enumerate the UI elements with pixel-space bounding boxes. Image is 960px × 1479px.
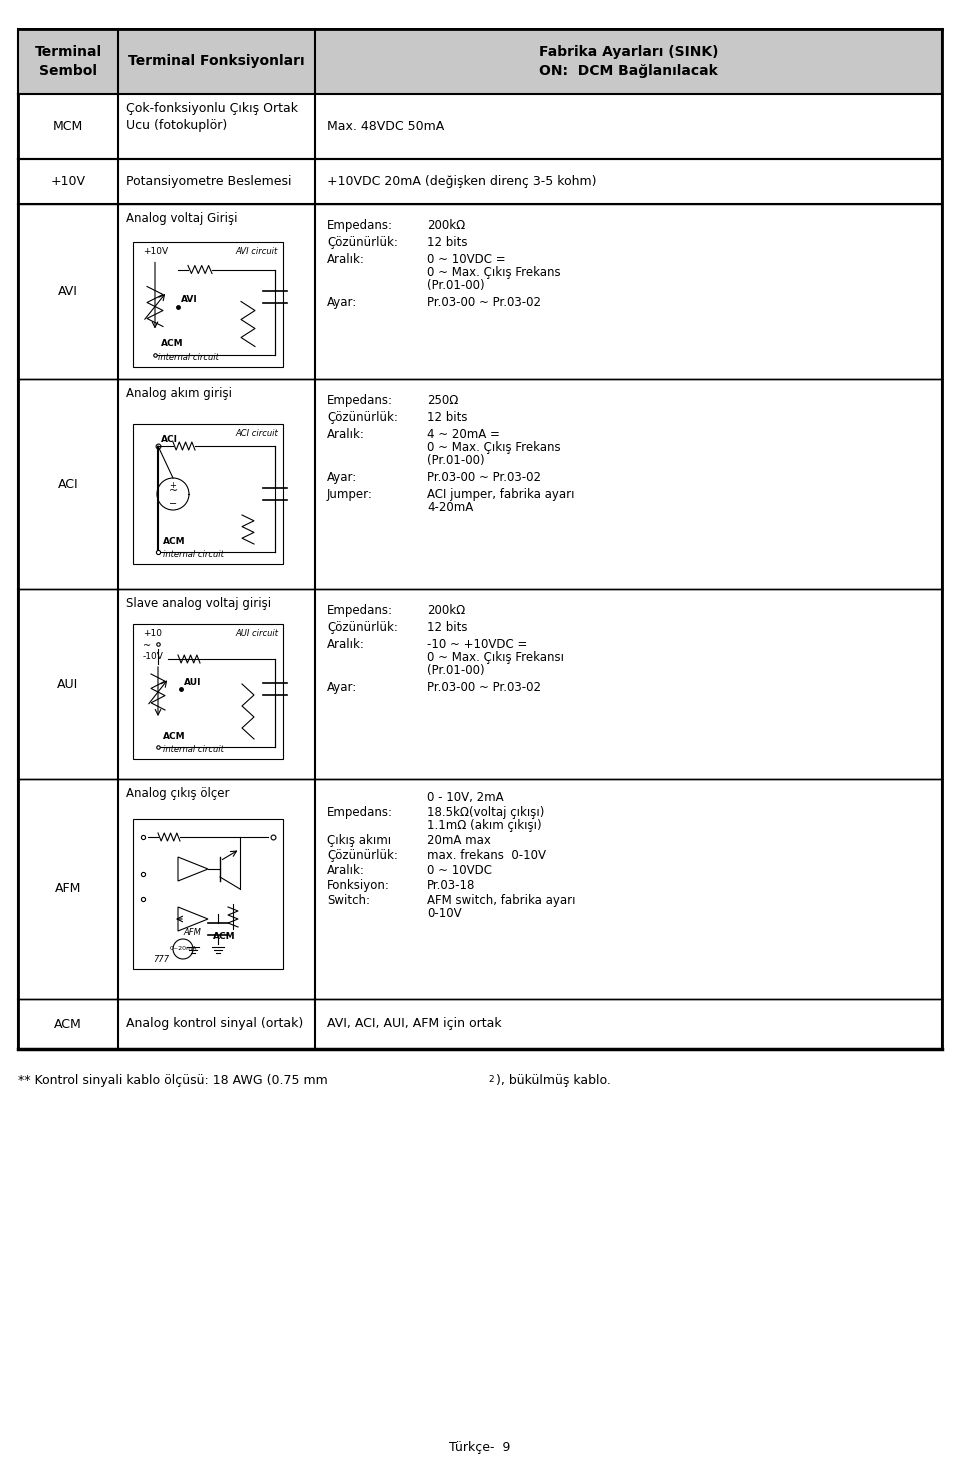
Text: Aralık:: Aralık:	[327, 253, 365, 266]
Text: +10VDC 20mA (değişken direnç 3-5 kohm): +10VDC 20mA (değişken direnç 3-5 kohm)	[327, 175, 596, 188]
Text: Ayar:: Ayar:	[327, 296, 357, 309]
Text: (Pr.01-00): (Pr.01-00)	[427, 280, 485, 291]
Text: (Pr.01-00): (Pr.01-00)	[427, 454, 485, 467]
Text: Çözünürlük:: Çözünürlük:	[327, 621, 397, 634]
Text: 20mA max: 20mA max	[427, 834, 491, 847]
Text: +: +	[170, 482, 177, 491]
Text: Pr.03-00 ~ Pr.03-02: Pr.03-00 ~ Pr.03-02	[427, 680, 541, 694]
Text: Pr.03-00 ~ Pr.03-02: Pr.03-00 ~ Pr.03-02	[427, 470, 541, 484]
Text: ~: ~	[168, 487, 178, 495]
Polygon shape	[18, 30, 942, 95]
Text: 12 bits: 12 bits	[427, 411, 468, 424]
Text: 4-20mA: 4-20mA	[427, 501, 473, 515]
Text: max. frekans  0-10V: max. frekans 0-10V	[427, 849, 546, 862]
Text: +10V: +10V	[143, 247, 168, 256]
Text: Analog çıkış ölçer: Analog çıkış ölçer	[126, 787, 229, 800]
Text: Empedans:: Empedans:	[327, 603, 393, 617]
Text: ACM: ACM	[163, 537, 185, 546]
Text: Çözünürlük:: Çözünürlük:	[327, 237, 397, 248]
Text: +10: +10	[143, 629, 162, 637]
Text: ACI: ACI	[58, 478, 79, 491]
Text: Terminal Fonksiyonları: Terminal Fonksiyonları	[129, 55, 305, 68]
Text: Max. 48VDC 50mA: Max. 48VDC 50mA	[327, 120, 444, 133]
Text: internal circuit: internal circuit	[162, 550, 224, 559]
Text: Pr.03-00 ~ Pr.03-02: Pr.03-00 ~ Pr.03-02	[427, 296, 541, 309]
Text: Aralık:: Aralık:	[327, 427, 365, 441]
Text: (Pr.01-00): (Pr.01-00)	[427, 664, 485, 677]
Text: 0 ~ 10VDC =: 0 ~ 10VDC =	[427, 253, 506, 266]
Text: Ayar:: Ayar:	[327, 680, 357, 694]
Text: AUI: AUI	[184, 677, 202, 688]
Text: AUI circuit: AUI circuit	[235, 629, 278, 637]
Text: 0 ~ Max. Çıkış Frekans: 0 ~ Max. Çıkış Frekans	[427, 266, 561, 280]
Text: 0-10V: 0-10V	[427, 907, 462, 920]
Text: Çözünürlük:: Çözünürlük:	[327, 849, 397, 862]
Text: ** Kontrol sinyali kablo ölçüsü: 18 AWG (0.75 mm: ** Kontrol sinyali kablo ölçüsü: 18 AWG …	[18, 1074, 327, 1087]
Text: Analog kontrol sinyal (ortak): Analog kontrol sinyal (ortak)	[126, 1018, 303, 1031]
Text: 1.1mΩ (akım çıkışı): 1.1mΩ (akım çıkışı)	[427, 819, 541, 833]
Text: Analog akım girişi: Analog akım girişi	[126, 387, 232, 399]
Text: Potansiyometre Beslemesi: Potansiyometre Beslemesi	[126, 175, 292, 188]
Text: AVI: AVI	[58, 285, 78, 297]
Text: Slave analog voltaj girişi: Slave analog voltaj girişi	[126, 598, 271, 609]
Text: Empedans:: Empedans:	[327, 393, 393, 407]
Text: AVI: AVI	[181, 296, 198, 305]
Text: 0 ~ 10VDC: 0 ~ 10VDC	[427, 864, 492, 877]
Text: ACM: ACM	[161, 340, 183, 349]
Text: Türkçe-  9: Türkçe- 9	[449, 1441, 511, 1454]
Text: 0~20mA: 0~20mA	[169, 947, 197, 951]
Text: ACI: ACI	[161, 435, 178, 444]
Text: Ayar:: Ayar:	[327, 470, 357, 484]
Text: Çok-fonksiyonlu Çıkış Ortak
Ucu (fotokuplör): Çok-fonksiyonlu Çıkış Ortak Ucu (fotokup…	[126, 102, 298, 132]
Text: internal circuit: internal circuit	[157, 352, 219, 361]
Text: Aralık:: Aralık:	[327, 864, 365, 877]
Text: ), bükülmüş kablo.: ), bükülmüş kablo.	[496, 1074, 611, 1087]
Text: 12 bits: 12 bits	[427, 237, 468, 248]
Text: 18.5kΩ(voltaj çıkışı): 18.5kΩ(voltaj çıkışı)	[427, 806, 544, 819]
Text: Çözünürlük:: Çözünürlük:	[327, 411, 397, 424]
Text: ACM: ACM	[163, 732, 185, 741]
Text: AFM switch, fabrika ayarı: AFM switch, fabrika ayarı	[427, 893, 575, 907]
Text: AFM: AFM	[183, 927, 201, 938]
Text: ACM: ACM	[213, 932, 235, 941]
Text: Fabrika Ayarları (SINK)
ON:  DCM Bağlanılacak: Fabrika Ayarları (SINK) ON: DCM Bağlanıl…	[539, 44, 718, 78]
Text: 0 ~ Max. Çıkış Frekans: 0 ~ Max. Çıkış Frekans	[427, 441, 561, 454]
Text: Switch:: Switch:	[327, 893, 370, 907]
Text: Jumper:: Jumper:	[327, 488, 372, 501]
Text: Aralık:: Aralık:	[327, 637, 365, 651]
Text: internal circuit: internal circuit	[162, 745, 224, 754]
Text: Çıkış akımı: Çıkış akımı	[327, 834, 391, 847]
Text: 250Ω: 250Ω	[427, 393, 458, 407]
Text: 12 bits: 12 bits	[427, 621, 468, 634]
Text: 4 ~ 20mA =: 4 ~ 20mA =	[427, 427, 500, 441]
Text: 200kΩ: 200kΩ	[427, 219, 466, 232]
Text: −: −	[169, 498, 177, 509]
Text: ACI jumper, fabrika ayarı: ACI jumper, fabrika ayarı	[427, 488, 574, 501]
Text: Analog voltaj Girişi: Analog voltaj Girişi	[126, 211, 237, 225]
Text: Pr.03-18: Pr.03-18	[427, 879, 475, 892]
Text: AUI: AUI	[58, 677, 79, 691]
Text: +10V: +10V	[51, 175, 85, 188]
Text: 2: 2	[488, 1075, 493, 1084]
Text: ACM: ACM	[54, 1018, 82, 1031]
Text: 200kΩ: 200kΩ	[427, 603, 466, 617]
Text: -10 ~ +10VDC =: -10 ~ +10VDC =	[427, 637, 527, 651]
Text: AVI circuit: AVI circuit	[236, 247, 278, 256]
Text: ~: ~	[143, 640, 151, 651]
Text: 0 ~ Max. Çıkış Frekansı: 0 ~ Max. Çıkış Frekansı	[427, 651, 564, 664]
Text: -10V: -10V	[143, 652, 164, 661]
Text: MCM: MCM	[53, 120, 84, 133]
Text: Empedans:: Empedans:	[327, 219, 393, 232]
Text: 0 - 10V, 2mA: 0 - 10V, 2mA	[427, 791, 504, 805]
Text: AVI, ACI, AUI, AFM için ortak: AVI, ACI, AUI, AFM için ortak	[327, 1018, 502, 1031]
Text: Terminal
Sembol: Terminal Sembol	[35, 46, 102, 78]
Text: 777: 777	[153, 955, 169, 964]
Text: Fonksiyon:: Fonksiyon:	[327, 879, 390, 892]
Text: AFM: AFM	[55, 883, 82, 895]
Text: Empedans:: Empedans:	[327, 806, 393, 819]
Text: ACI circuit: ACI circuit	[235, 429, 278, 438]
